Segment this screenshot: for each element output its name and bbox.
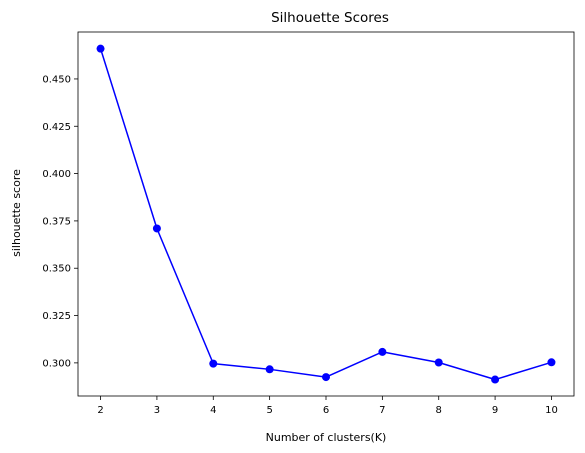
y-tick-label: 0.425 [42,122,71,133]
y-axis-label: silhouette score [10,169,23,257]
data-point [547,358,556,367]
data-point [491,375,500,384]
plot-frame [77,31,575,397]
data-point [378,347,387,356]
x-tick-label: 9 [492,405,498,416]
x-tick-label: 8 [436,405,442,416]
y-tick-label: 0.375 [42,216,71,227]
data-point [152,224,161,233]
y-tick-label: 0.325 [42,311,71,322]
data-point [434,358,443,367]
chart-title: Silhouette Scores [271,10,389,26]
x-tick-label: 4 [210,405,216,416]
x-tick-label: 3 [154,405,160,416]
y-tick-label: 0.400 [42,169,71,180]
y-tick-label: 0.300 [42,358,71,369]
data-point [265,365,274,374]
x-tick-label: 2 [97,405,103,416]
plot-area: 2 3 4 5 6 7 8 9 10 0.300 0.325 0.350 0.375 0.400 0.425… [42,31,575,416]
x-tick-label: 7 [379,405,385,416]
data-point [209,359,218,368]
x-tick-label: 6 [323,405,329,416]
data-point [96,44,105,53]
x-axis-label: Number of clusters(K) [266,431,387,444]
x-tick-label: 5 [266,405,272,416]
y-tick-label: 0.450 [42,74,71,85]
data-point [322,373,330,382]
y-tick-label: 0.350 [42,264,71,275]
x-tick-label: 10 [545,405,558,416]
